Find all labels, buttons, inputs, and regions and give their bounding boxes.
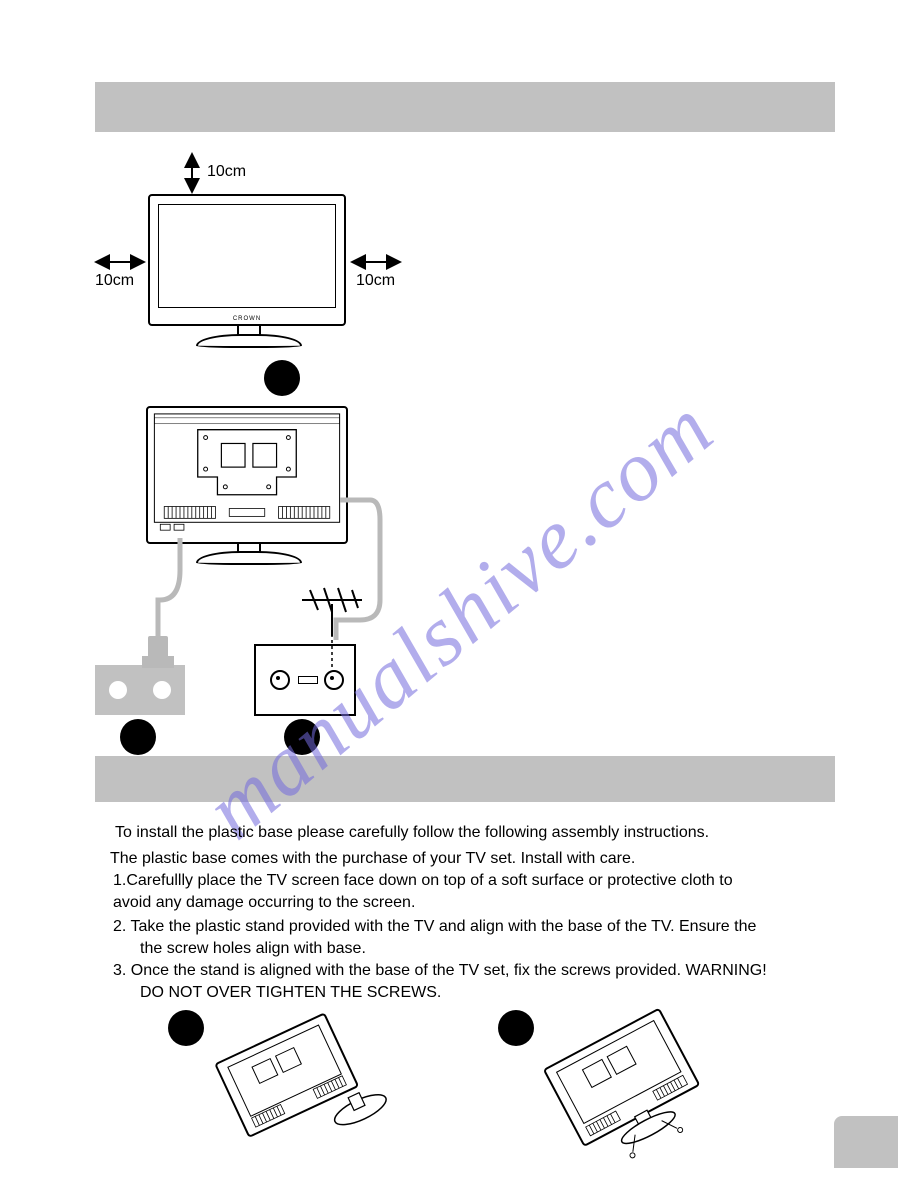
step2-line-b: the screw holes align with base.: [140, 938, 366, 960]
tv-front-diagram: CROWN: [148, 194, 346, 326]
left-clearance-label: 10cm: [95, 272, 134, 290]
step3-line-a: 3. Once the stand is aligned with the ba…: [113, 960, 767, 982]
power-outlet: [95, 665, 185, 715]
tv-back-diagram: [146, 406, 348, 544]
page-corner-tab: [834, 1116, 898, 1168]
right-clearance-label: 10cm: [356, 272, 395, 290]
tv-front-stand-base: [196, 334, 302, 348]
top-clearance-label: 10cm: [207, 163, 246, 181]
assembly-dot-2: [498, 1010, 534, 1046]
step-dot-2: [120, 719, 156, 755]
step2-line-a: 2. Take the plastic stand provided with …: [113, 916, 756, 938]
assembly-diagram-1: [200, 1000, 400, 1160]
assembly-diagram-2: [530, 1000, 750, 1160]
intro-line-2: The plastic base comes with the purchase…: [110, 848, 635, 870]
assembly-dot-1: [168, 1010, 204, 1046]
step1-line-b: avoid any damage occurring to the screen…: [113, 892, 415, 914]
step-dot-1: [264, 360, 300, 396]
intro-line-1: To install the plastic base please caref…: [115, 822, 709, 844]
tv-back-stand-base: [196, 551, 302, 565]
step1-line-a: 1.Carefullly place the TV screen face do…: [113, 870, 733, 892]
header-bar: [95, 82, 835, 132]
